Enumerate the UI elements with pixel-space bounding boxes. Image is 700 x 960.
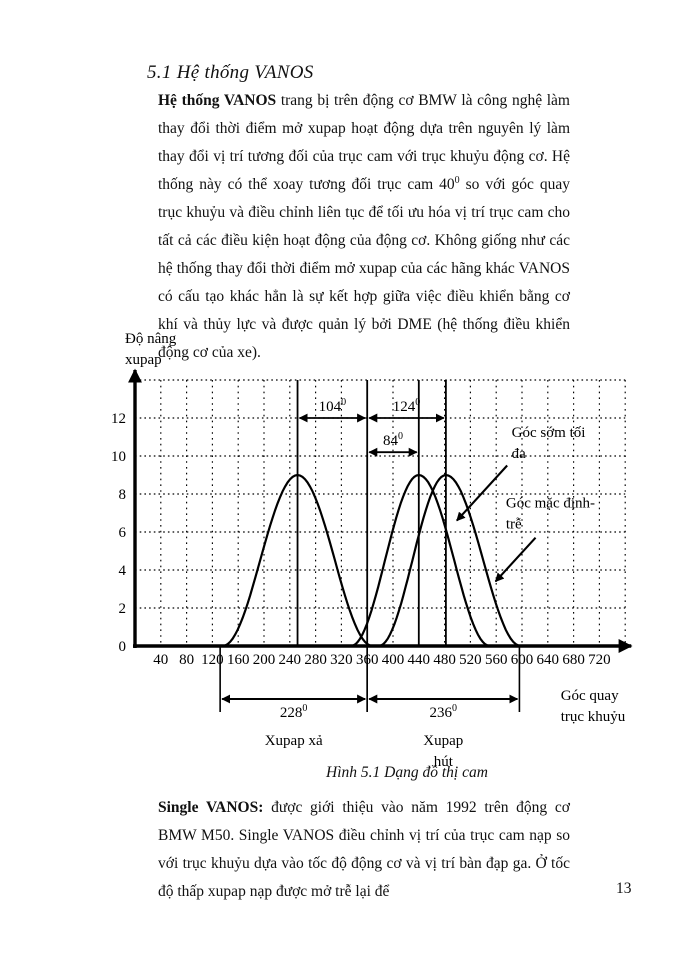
svg-text:0: 0 — [119, 639, 127, 655]
svg-text:hút: hút — [434, 754, 454, 770]
svg-text:80: 80 — [179, 652, 194, 668]
svg-text:Độ nâng: Độ nâng — [125, 331, 177, 347]
figure-caption: Hình 5.1 Dạng đồ thị cam — [326, 764, 488, 781]
svg-text:40: 40 — [153, 652, 168, 668]
svg-text:720: 720 — [588, 652, 611, 668]
svg-text:640: 640 — [537, 652, 560, 668]
svg-text:xupap: xupap — [125, 352, 162, 368]
svg-text:trễ: trễ — [506, 516, 522, 532]
svg-text:Góc mặc định-: Góc mặc định- — [506, 495, 595, 511]
svg-text:đa: đa — [512, 446, 527, 462]
svg-text:10: 10 — [111, 449, 126, 465]
svg-text:1040: 1040 — [319, 397, 347, 415]
svg-text:320: 320 — [330, 652, 353, 668]
svg-text:Góc quay: Góc quay — [561, 688, 619, 704]
svg-text:2360: 2360 — [430, 703, 458, 721]
svg-text:6: 6 — [119, 525, 127, 541]
svg-text:Xupap xả: Xupap xả — [265, 733, 323, 749]
svg-text:680: 680 — [562, 652, 585, 668]
svg-text:120: 120 — [201, 652, 224, 668]
svg-text:200: 200 — [253, 652, 276, 668]
paragraph-vanos-intro: Hệ thống VANOS trang bị trên động cơ BMW… — [158, 92, 570, 361]
svg-text:440: 440 — [408, 652, 431, 668]
cam-lift-chart: 1040 1240 840 40 80 120 160 200 240 280 320 360 400 4… — [95, 325, 647, 775]
svg-text:240: 240 — [279, 652, 302, 668]
paragraph-single-vanos: Single VANOS: được giới thiệu vào năm 19… — [158, 799, 570, 900]
svg-text:520: 520 — [459, 652, 482, 668]
svg-text:1240: 1240 — [393, 397, 421, 415]
svg-text:8: 8 — [119, 487, 127, 503]
page-number: 13 — [616, 880, 632, 897]
svg-text:2280: 2280 — [280, 703, 308, 721]
svg-text:560: 560 — [485, 652, 508, 668]
svg-text:trục khuỷu: trục khuỷu — [561, 709, 626, 725]
svg-text:Góc sớm tối: Góc sớm tối — [512, 425, 586, 441]
svg-text:12: 12 — [111, 411, 126, 427]
svg-text:160: 160 — [227, 652, 250, 668]
svg-text:840: 840 — [383, 431, 403, 449]
svg-text:480: 480 — [433, 652, 456, 668]
svg-text:280: 280 — [304, 652, 327, 668]
svg-text:Xupap: Xupap — [423, 733, 463, 749]
svg-text:2: 2 — [119, 601, 127, 617]
svg-text:400: 400 — [382, 652, 405, 668]
section-heading: 5.1 Hệ thống VANOS — [147, 62, 314, 83]
svg-text:4: 4 — [119, 563, 127, 579]
svg-text:600: 600 — [511, 652, 534, 668]
